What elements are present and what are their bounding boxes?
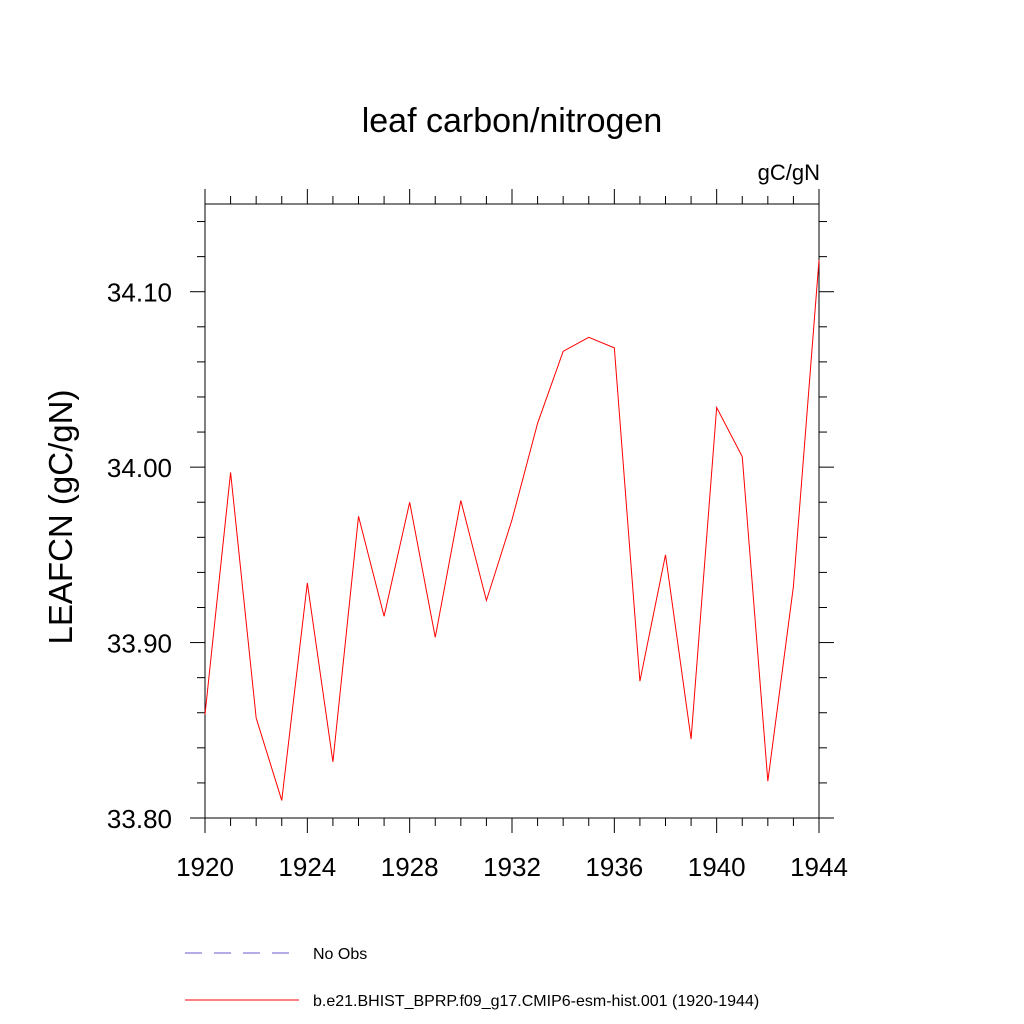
y-axis-label: LEAFCN (gC/gN) [42,390,79,645]
y-tick-label: 33.80 [107,804,172,834]
x-tick-label: 1924 [278,852,336,882]
x-tick-label: 1920 [176,852,234,882]
tick-labels: 1920 1924 1928 1932 1936 1940 1944 33.80 33.90 34… [107,278,848,882]
chart-title: leaf carbon/nitrogen [362,102,663,140]
x-tick-label: 1928 [381,852,439,882]
legend-label-model-run: b.e21.BHIST_BPRP.f09_g17.CMIP6-esm-hist.… [313,993,759,1010]
series-line-1 [204,260,820,801]
series-layer [204,260,820,801]
units-label: gC/gN [758,160,820,185]
plot-border [204,203,820,819]
minor-ticks [197,196,827,826]
plot-frame [204,203,820,819]
legend-label-no-obs: No Obs [313,946,367,963]
x-tick-label: 1944 [790,852,848,882]
x-tick-label: 1936 [585,852,643,882]
y-tick-label: 34.10 [107,278,172,308]
major-ticks [190,189,834,833]
x-tick-label: 1932 [483,852,541,882]
legend: No Obs b.e21.BHIST_BPRP.f09_g17.CMIP6-es… [185,946,759,1010]
y-tick-label: 34.00 [107,453,172,483]
x-tick-label: 1940 [688,852,746,882]
y-tick-label: 33.90 [107,629,172,659]
